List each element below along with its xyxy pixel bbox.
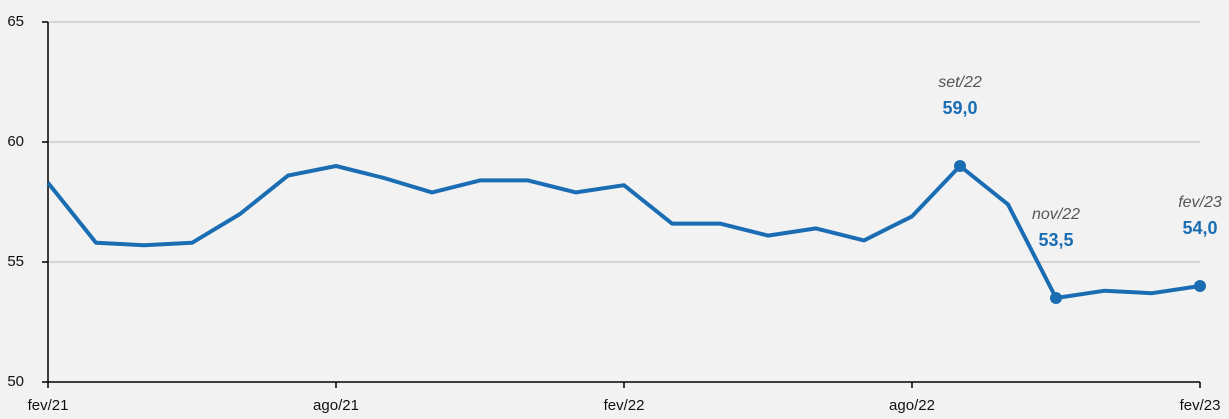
value-label: 53,5: [1038, 230, 1073, 250]
value-label: 59,0: [942, 98, 977, 118]
point-label: fev/23: [1178, 194, 1222, 211]
y-tick-label: 65: [7, 13, 24, 30]
value-label: 54,0: [1182, 218, 1217, 238]
y-tick-label: 50: [7, 373, 24, 390]
point-label: set/22: [938, 74, 982, 91]
x-tick-label: ago/22: [889, 397, 935, 414]
x-tick-label: fev/21: [28, 397, 69, 414]
data-point: [1050, 292, 1062, 304]
x-tick-label: ago/21: [313, 397, 359, 414]
data-point: [954, 160, 966, 172]
y-tick-label: 60: [7, 133, 24, 150]
x-tick-label: fev/22: [604, 397, 645, 414]
data-point: [1194, 280, 1206, 292]
data-line: [46, 164, 1201, 300]
y-tick-label: 55: [7, 253, 24, 270]
x-tick-label: fev/23: [1180, 397, 1221, 414]
point-label: nov/22: [1032, 206, 1080, 223]
